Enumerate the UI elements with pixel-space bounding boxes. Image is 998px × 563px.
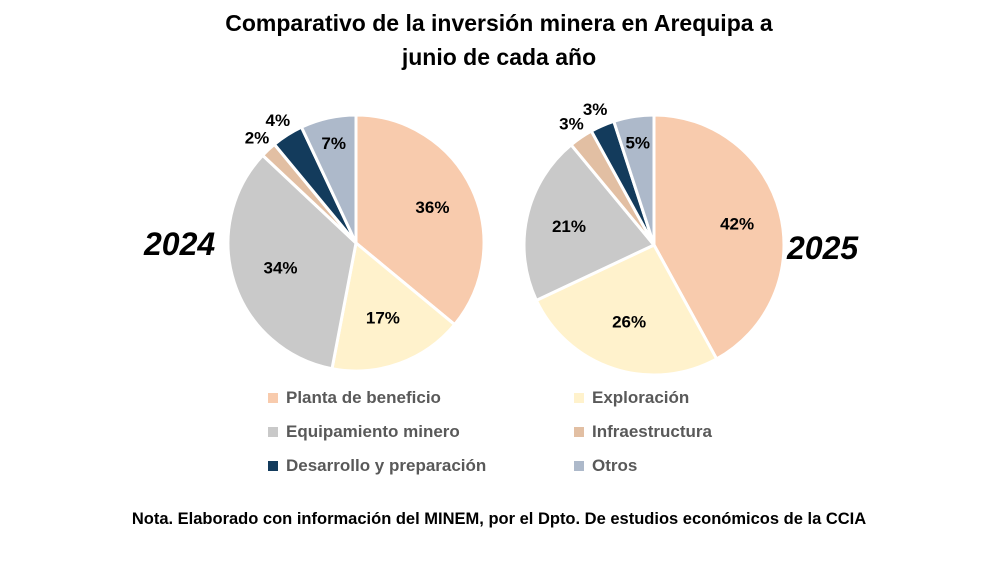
legend-item-equipamiento: Equipamiento minero xyxy=(268,422,460,442)
pie-slice-2024-5 xyxy=(300,113,358,245)
legend-swatch xyxy=(268,461,278,471)
pie-slice-2025-1 xyxy=(534,243,719,377)
legend-label: Exploración xyxy=(592,388,690,407)
data-label-2025-2: 21% xyxy=(552,217,586,236)
source-note: Nota. Elaborado con información del MINE… xyxy=(131,510,867,528)
data-label-2024-5: 7% xyxy=(321,134,346,153)
data-label-2024-3: 2% xyxy=(245,129,270,148)
legend-item-exploracion: Exploración xyxy=(574,388,689,408)
pie-2024: 36% 17% 34% 2%4% 7% xyxy=(226,111,486,373)
data-label-2025-3: 3% xyxy=(559,115,584,134)
legend-label: Otros xyxy=(592,456,638,475)
pie-slice-2024-0 xyxy=(354,113,486,327)
pie-slice-2025-5 xyxy=(612,113,656,247)
data-label-2024-4: 4% xyxy=(266,111,291,130)
legend-item-otros: Otros xyxy=(574,456,637,476)
legend-swatch xyxy=(574,461,584,471)
data-label-2025-0: 42% xyxy=(720,215,754,234)
legend-item-infraestructura: Infraestructura xyxy=(574,422,712,442)
legend-swatch xyxy=(574,393,584,403)
data-label-2025-1: 26% xyxy=(612,313,646,332)
data-label-2024-0: 36% xyxy=(415,198,449,217)
chart-title: Comparativo de la inversión minera en Ar… xyxy=(0,6,998,74)
legend-swatch xyxy=(574,427,584,437)
legend-item-desarrollo: Desarrollo y preparación xyxy=(268,456,486,476)
pie-2025: 42% 26% 21% 3%3% 5% xyxy=(522,100,786,377)
pie-slice-2025-0 xyxy=(652,113,786,361)
pie-slice-2025-2 xyxy=(522,143,656,302)
data-label-2025-4: 3% xyxy=(583,100,608,119)
legend-label: Infraestructura xyxy=(592,422,712,441)
data-label-2025-5: 5% xyxy=(625,133,650,152)
data-label-2024-1: 17% xyxy=(366,309,400,328)
legend-swatch xyxy=(268,393,278,403)
pie-slice-2024-1 xyxy=(330,241,457,373)
legend-swatch xyxy=(268,427,278,437)
legend-label: Planta de beneficio xyxy=(286,388,441,407)
legend-label: Equipamiento minero xyxy=(286,422,460,441)
legend-item-planta: Planta de beneficio xyxy=(268,388,441,408)
data-label-2024-2: 34% xyxy=(264,259,298,278)
pie-slice-2024-2 xyxy=(226,153,358,371)
chart-title-line-1: Comparativo de la inversión minera en Ar… xyxy=(225,10,773,36)
year-label-2024: 2024 xyxy=(144,226,216,262)
chart-title-line-2: junio de cada año xyxy=(401,44,597,70)
legend-label: Desarrollo y preparación xyxy=(286,456,487,475)
year-label-2025: 2025 xyxy=(787,230,859,266)
